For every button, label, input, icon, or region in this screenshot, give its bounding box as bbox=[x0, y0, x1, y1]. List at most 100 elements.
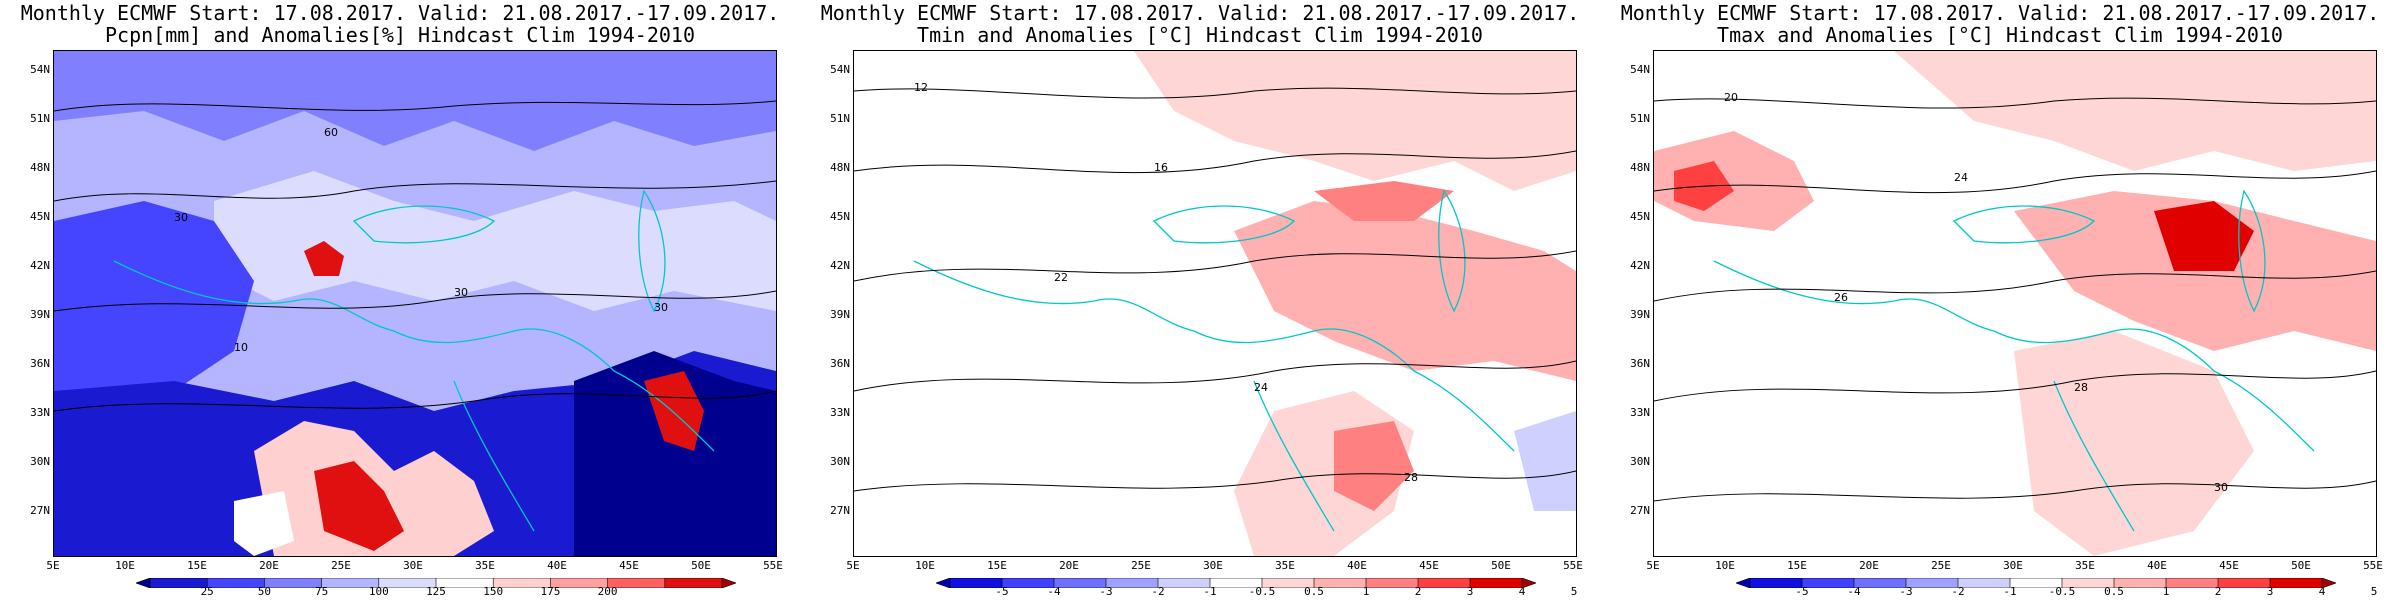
lat-label: 51N bbox=[830, 112, 850, 125]
colorbar-svg bbox=[936, 578, 1536, 588]
lon-label: 15E bbox=[187, 559, 207, 572]
tmax-map[interactable]: 20 24 26 28 30 bbox=[1653, 50, 2377, 557]
precipitation-map[interactable]: 60 30 10 30 30 bbox=[53, 50, 777, 557]
anomaly-area-north bbox=[54, 51, 776, 151]
lon-label: 25E bbox=[331, 559, 351, 572]
lat-label: 36N bbox=[830, 357, 850, 370]
contour-label: 10 bbox=[234, 341, 248, 354]
lat-label: 45N bbox=[1630, 210, 1650, 223]
anomaly-area-wet-balkans bbox=[304, 241, 344, 276]
lat-label: 30N bbox=[1630, 455, 1650, 468]
colorbar-tick-label: 4 bbox=[1518, 585, 1526, 598]
lat-label: 48N bbox=[30, 161, 50, 174]
lon-label: 35E bbox=[2075, 559, 2095, 572]
coastline-caspian bbox=[2238, 189, 2266, 313]
colorbar-tick-label: -3 bbox=[1099, 585, 1113, 598]
anomaly-area-southeast bbox=[574, 351, 776, 556]
anomaly-area-warm-east bbox=[1234, 201, 1576, 381]
lon-label: 5E bbox=[46, 559, 60, 572]
lon-label: 10E bbox=[115, 559, 135, 572]
colorbar-tick-label: -5 bbox=[1795, 585, 1809, 598]
lon-label: 20E bbox=[1859, 559, 1879, 572]
colorbar-tick-label: 2 bbox=[1414, 585, 1422, 598]
contour-label: 16 bbox=[1154, 161, 1168, 174]
tmax-map-svg: 20 24 26 28 30 bbox=[1654, 51, 2376, 556]
lon-label: 30E bbox=[1203, 559, 1223, 572]
lon-label: 30E bbox=[403, 559, 423, 572]
colorbar-tick-label: 125 bbox=[426, 585, 446, 598]
contour-label: 28 bbox=[1404, 471, 1418, 484]
anomaly-area-cool-caspian bbox=[1514, 411, 1576, 511]
contour-label: 28 bbox=[2074, 381, 2088, 394]
lon-label: 15E bbox=[987, 559, 1007, 572]
colorbar-tick-label: 3 bbox=[2266, 585, 2274, 598]
lon-label: 50E bbox=[2291, 559, 2311, 572]
lat-label: 54N bbox=[830, 63, 850, 76]
lon-label: 55E bbox=[2363, 559, 2383, 572]
anomaly-area-warm-iraq bbox=[1334, 421, 1414, 511]
lon-label: 35E bbox=[475, 559, 495, 572]
colorbar-tick-label: -3 bbox=[1899, 585, 1913, 598]
colorbar-svg bbox=[136, 578, 736, 588]
colorbar-tick-label: 150 bbox=[483, 585, 504, 598]
contour-line bbox=[1654, 97, 2376, 109]
lat-label: 48N bbox=[1630, 161, 1650, 174]
lon-label: 30E bbox=[2003, 559, 2023, 572]
tmin-map-svg: 12 16 22 24 28 bbox=[854, 51, 1576, 556]
colorbar-segment bbox=[1736, 578, 1751, 588]
coastline-redsea bbox=[2053, 380, 2135, 532]
anomaly-area-warm-arabia bbox=[2014, 331, 2254, 556]
lon-label: 15E bbox=[1787, 559, 1807, 572]
colorbar-segment bbox=[721, 578, 736, 588]
lat-label: 42N bbox=[830, 259, 850, 272]
colorbar-tick-label: 25 bbox=[200, 585, 214, 598]
panel-title-line1: Monthly ECMWF Start: 17.08.2017. Valid: … bbox=[1620, 1, 2380, 25]
lat-label: 39N bbox=[30, 308, 50, 321]
contour-label: 22 bbox=[1054, 271, 1068, 284]
colorbar-tick-label: 50 bbox=[257, 585, 272, 598]
coastline-blacksea bbox=[1152, 205, 1296, 244]
lon-label: 45E bbox=[1419, 559, 1439, 572]
contour-label: 30 bbox=[2214, 481, 2228, 494]
colorbar-tick-label: 175 bbox=[540, 585, 561, 598]
lon-label: 45E bbox=[619, 559, 639, 572]
colorbar bbox=[136, 578, 736, 588]
colorbar-tick-label: 4 bbox=[2318, 585, 2326, 598]
tmin-map[interactable]: 12 16 22 24 28 bbox=[853, 50, 1577, 557]
coastline-med bbox=[1713, 260, 2215, 372]
contour-line bbox=[1654, 370, 2376, 402]
contour-label: 24 bbox=[1254, 381, 1268, 394]
colorbar-tick-label: 3 bbox=[1466, 585, 1474, 598]
colorbar-tick-label: 0.5 bbox=[2104, 585, 2124, 598]
colorbar-tick-label: 5 bbox=[1570, 585, 1578, 598]
anomaly-area-warm-core-east bbox=[2154, 201, 2254, 271]
lon-label: 40E bbox=[1347, 559, 1367, 572]
lat-label: 42N bbox=[30, 259, 50, 272]
contour-label: 30 bbox=[454, 286, 468, 299]
coastline-gulf bbox=[2213, 370, 2315, 452]
contour-line bbox=[1654, 270, 2376, 302]
contour-line bbox=[854, 87, 1576, 99]
colorbar-tick-label: -5 bbox=[995, 585, 1009, 598]
anomaly-area-west bbox=[54, 201, 254, 411]
lat-label: 54N bbox=[30, 63, 50, 76]
lat-label: 45N bbox=[830, 210, 850, 223]
contour-line bbox=[854, 250, 1576, 282]
coastline-redsea bbox=[453, 380, 535, 532]
anomaly-area-wet-core bbox=[314, 461, 404, 551]
contour-label: 60 bbox=[324, 126, 338, 139]
lat-label: 27N bbox=[30, 504, 50, 517]
anomaly-area-northeast bbox=[1894, 51, 2376, 171]
panel-title-line1: Monthly ECMWF Start: 17.08.2017. Valid: … bbox=[20, 1, 780, 25]
lon-label: 10E bbox=[1715, 559, 1735, 572]
colorbar-tick-label: 1 bbox=[2162, 585, 2170, 598]
coastline-blacksea bbox=[352, 205, 496, 244]
lon-label: 55E bbox=[763, 559, 783, 572]
lon-label: 40E bbox=[547, 559, 567, 572]
lon-label: 20E bbox=[1059, 559, 1079, 572]
colorbar-tick-label: -1 bbox=[1203, 585, 1217, 598]
colorbar-tick-label: 2 bbox=[2214, 585, 2222, 598]
colorbar-tick-label: -2 bbox=[1151, 585, 1165, 598]
colorbar bbox=[936, 578, 1536, 588]
lon-label: 45E bbox=[2219, 559, 2239, 572]
